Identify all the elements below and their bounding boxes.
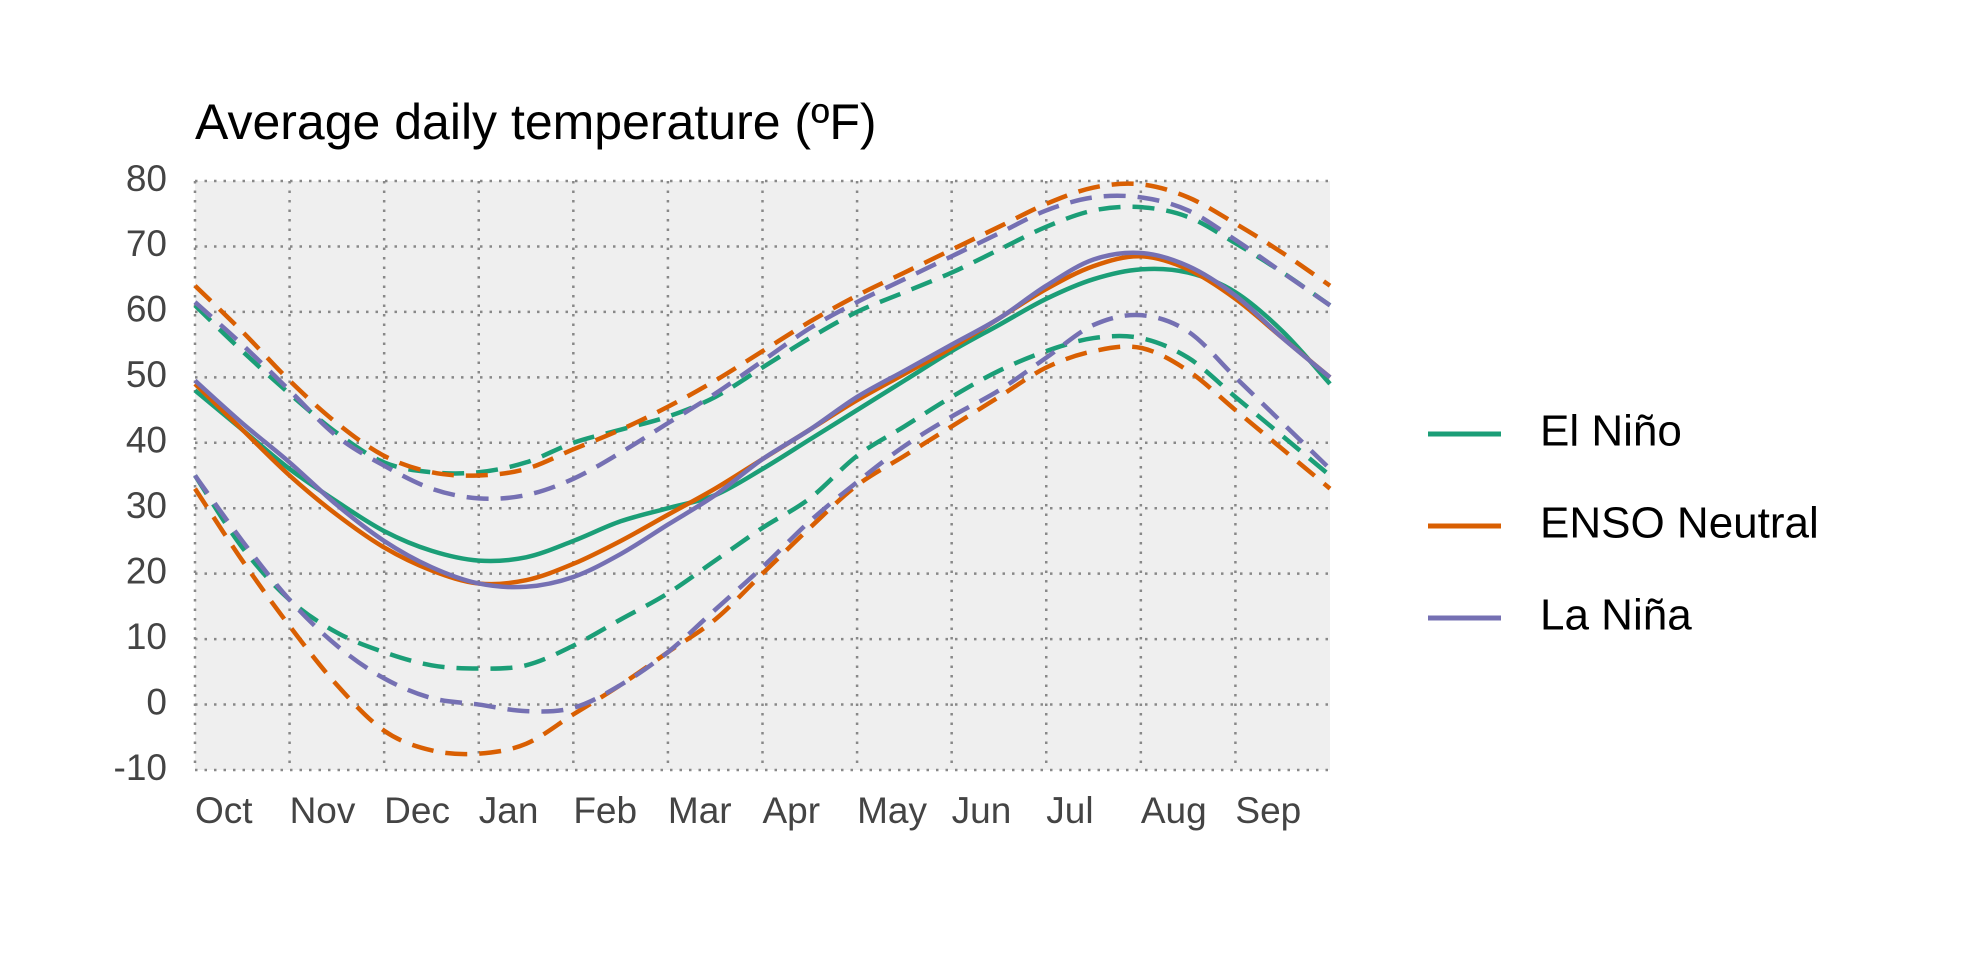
- lower-line: [193, 344, 1332, 757]
- chart-title: Average daily temperature (ºF): [195, 94, 877, 150]
- x-tick-label: Apr: [763, 790, 821, 831]
- y-tick-label: 20: [126, 550, 167, 591]
- x-tick-label: Jul: [1046, 790, 1093, 831]
- y-tick-label: 40: [126, 420, 167, 461]
- lower-line: [193, 333, 1332, 671]
- x-tick-label: Dec: [384, 790, 450, 831]
- upper-line: [193, 181, 1332, 478]
- legend-label: La Niña: [1540, 591, 1692, 640]
- x-tick-label: Nov: [290, 790, 356, 831]
- y-tick-label: 0: [146, 681, 167, 722]
- x-tick-label: Jun: [952, 790, 1012, 831]
- x-tick-label: Oct: [195, 790, 253, 831]
- line: [193, 250, 1332, 590]
- legend-label: El Niño: [1540, 407, 1682, 456]
- x-tick-label: May: [857, 790, 927, 831]
- x-tick-label: Aug: [1141, 790, 1207, 831]
- lower-line: [193, 312, 1332, 714]
- y-tick-label: 60: [126, 289, 167, 330]
- upper-line: [193, 193, 1332, 502]
- y-tick-label: 10: [126, 616, 167, 657]
- y-tick-label: 30: [126, 485, 167, 526]
- x-tick-label: Feb: [573, 790, 637, 831]
- y-tick-label: 70: [126, 223, 167, 264]
- legend-label: ENSO Neutral: [1540, 499, 1819, 548]
- y-tick-label: 80: [126, 158, 167, 199]
- y-tick-label: 50: [126, 354, 167, 395]
- x-tick-label: Mar: [668, 790, 732, 831]
- line: [193, 266, 1332, 564]
- x-tick-label: Jan: [479, 790, 539, 831]
- upper-line: [193, 204, 1332, 476]
- x-tick-label: Sep: [1235, 790, 1301, 831]
- y-tick-label: -10: [114, 747, 167, 788]
